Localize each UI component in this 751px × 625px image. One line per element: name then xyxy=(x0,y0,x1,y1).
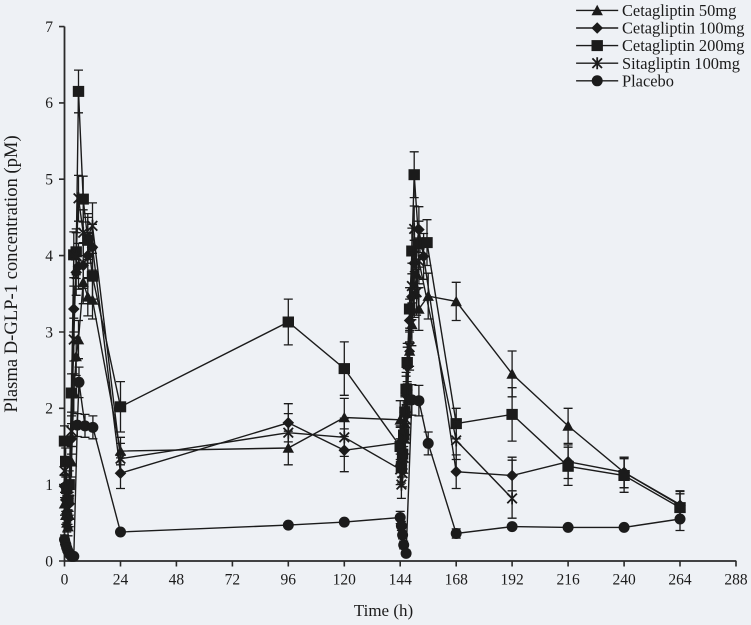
svg-text:144: 144 xyxy=(389,572,413,589)
svg-text:Cetagliptin 200mg: Cetagliptin 200mg xyxy=(622,36,744,55)
svg-text:0: 0 xyxy=(61,572,69,589)
svg-text:120: 120 xyxy=(333,572,357,589)
svg-text:Sitagliptin 100mg: Sitagliptin 100mg xyxy=(622,54,740,73)
svg-text:Cetagliptin 100mg: Cetagliptin 100mg xyxy=(622,19,744,38)
svg-text:5: 5 xyxy=(45,172,53,189)
svg-text:Placebo: Placebo xyxy=(622,71,674,90)
svg-text:Time (h): Time (h) xyxy=(354,601,413,620)
svg-text:3: 3 xyxy=(45,324,53,341)
svg-text:4: 4 xyxy=(45,248,53,265)
svg-text:2: 2 xyxy=(45,401,53,418)
svg-text:72: 72 xyxy=(225,572,241,589)
svg-text:Plasma D-GLP-1 concentration (: Plasma D-GLP-1 concentration (pM) xyxy=(1,135,22,412)
svg-text:216: 216 xyxy=(556,572,580,589)
svg-text:288: 288 xyxy=(724,572,748,589)
svg-text:0: 0 xyxy=(45,553,53,570)
svg-text:96: 96 xyxy=(281,572,297,589)
svg-text:168: 168 xyxy=(445,572,469,589)
svg-text:7: 7 xyxy=(45,19,53,36)
svg-text:264: 264 xyxy=(668,572,692,589)
svg-text:1: 1 xyxy=(45,477,53,494)
svg-text:48: 48 xyxy=(169,572,185,589)
svg-text:24: 24 xyxy=(113,572,129,589)
svg-text:192: 192 xyxy=(500,572,523,589)
svg-text:6: 6 xyxy=(45,95,53,112)
svg-text:Cetagliptin 50mg: Cetagliptin 50mg xyxy=(622,1,736,20)
svg-text:240: 240 xyxy=(612,572,636,589)
